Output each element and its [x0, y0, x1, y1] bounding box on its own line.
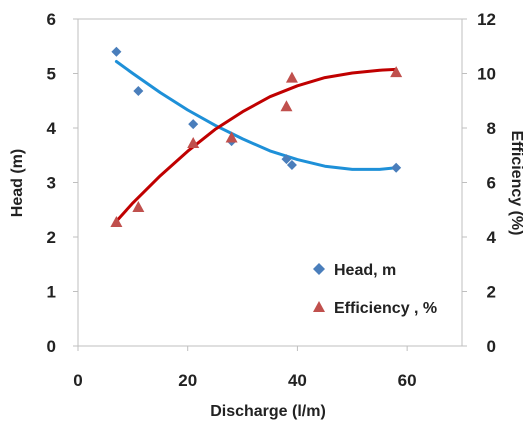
- legend: Head, m Efficiency , %: [313, 262, 437, 317]
- y-left-tick-label: 4: [47, 119, 57, 138]
- y-right-tick-label: 2: [487, 283, 496, 302]
- efficiency-point: [187, 136, 200, 148]
- legend-label-head: Head, m: [334, 262, 396, 279]
- x-axis-title: Discharge (l/m): [210, 403, 326, 420]
- y-left-tick-label: 0: [47, 337, 56, 356]
- x-tick-label: 20: [178, 371, 197, 390]
- efficiency-point: [132, 201, 145, 213]
- head-point: [281, 154, 292, 165]
- head-point: [111, 46, 122, 57]
- y-left-tick-label: 5: [47, 65, 56, 84]
- legend-diamond-icon: [313, 263, 325, 275]
- head-point: [188, 119, 199, 130]
- x-tick-label: 60: [398, 371, 417, 390]
- efficiency-point: [390, 66, 403, 78]
- efficiency-point: [225, 131, 238, 143]
- efficiency-point: [285, 71, 298, 83]
- y-right-tick-label: 8: [487, 119, 496, 138]
- efficiency-trendline: [114, 67, 398, 223]
- head-point: [391, 162, 402, 173]
- legend-label-efficiency: Efficiency , %: [334, 300, 437, 317]
- head-point: [133, 85, 144, 96]
- y-right-tick-label: 6: [487, 174, 496, 193]
- y-right-tick-label: 10: [477, 65, 496, 84]
- y-right-axis-title: Efficiency (%): [508, 131, 523, 236]
- plot-area: [77, 18, 463, 347]
- y-left-tick-label: 1: [47, 283, 56, 302]
- head-trendline: [114, 60, 398, 171]
- x-tick-label: 40: [288, 371, 307, 390]
- efficiency-point: [280, 100, 293, 112]
- y-right-tick-label: 0: [487, 337, 496, 356]
- x-tick-label: 0: [73, 371, 82, 390]
- y-left-tick-label: 2: [47, 228, 56, 247]
- y-left-axis-title: Head (m): [9, 149, 26, 217]
- legend-triangle-icon: [313, 301, 325, 312]
- efficiency-point: [110, 216, 123, 228]
- y-right-tick-label: 4: [487, 228, 497, 247]
- y-left-tick-label: 3: [47, 174, 56, 193]
- head-point: [286, 160, 297, 171]
- y-left-tick-label: 6: [47, 10, 56, 29]
- y-right-tick-label: 12: [477, 10, 496, 29]
